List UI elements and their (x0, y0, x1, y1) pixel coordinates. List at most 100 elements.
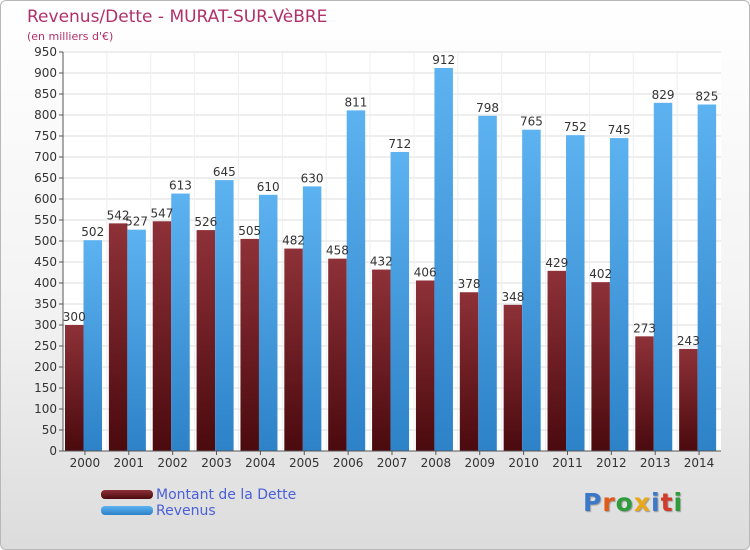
x-tick-label: 2001 (114, 456, 145, 470)
revenue-bar (83, 240, 102, 451)
x-tick-label: 2012 (596, 456, 627, 470)
y-tick-label: 850 (34, 87, 57, 101)
debt-value-label: 402 (589, 267, 612, 281)
x-tick-label: 2008 (421, 456, 452, 470)
debt-value-label: 406 (414, 265, 437, 279)
revenue-value-label: 610 (257, 180, 280, 194)
y-tick-label: 200 (34, 360, 57, 374)
legend-label-debt: Montant de la Dette (156, 487, 297, 503)
logo-letter: o (615, 488, 634, 517)
y-tick-label: 250 (34, 339, 57, 353)
x-tick-label: 2014 (684, 456, 715, 470)
debt-value-label: 505 (238, 224, 261, 238)
revenue-value-label: 825 (695, 90, 718, 104)
y-tick-label: 700 (34, 150, 57, 164)
debt-bar (415, 280, 435, 451)
revenue-bar (215, 180, 234, 451)
revenue-bar (478, 115, 497, 451)
x-tick-label: 2004 (245, 456, 276, 470)
debt-bar (65, 325, 84, 451)
y-tick-label: 650 (34, 171, 57, 185)
debt-bar (328, 258, 347, 451)
revenue-value-label: 613 (169, 179, 192, 193)
revenue-bar (609, 138, 629, 451)
revenue-bar (127, 229, 146, 451)
debt-value-label: 348 (501, 290, 524, 304)
revenue-bar (171, 193, 190, 452)
revenue-bar (390, 151, 410, 451)
revenue-value-label: 712 (388, 137, 411, 151)
y-tick-label: 50 (42, 423, 57, 437)
revenue-bar (302, 186, 322, 451)
revenue-bar (697, 104, 717, 451)
debt-value-label: 542 (107, 208, 130, 222)
debt-bar (503, 304, 523, 451)
revenue-value-label: 630 (301, 171, 324, 185)
debt-bar (372, 269, 391, 451)
x-tick-label: 2007 (377, 456, 408, 470)
y-tick-label: 450 (34, 255, 57, 269)
y-tick-label: 300 (34, 318, 57, 332)
y-tick-label: 950 (34, 45, 57, 59)
x-tick-label: 2005 (289, 456, 320, 470)
debt-bar (196, 230, 216, 451)
revenue-value-label: 527 (125, 215, 148, 229)
revenue-value-label: 752 (564, 120, 587, 134)
revenue-bar (566, 135, 585, 451)
revenue-bar (346, 110, 366, 451)
debt-bar (679, 348, 698, 451)
y-tick-label: 0 (49, 444, 57, 458)
x-tick-label: 2010 (508, 456, 539, 470)
revenue-value-label: 912 (432, 53, 455, 67)
debt-value-label: 482 (282, 234, 305, 248)
debt-value-label: 458 (326, 244, 349, 258)
y-tick-label: 500 (34, 234, 57, 248)
x-tick-label: 2002 (157, 456, 188, 470)
debt-value-label: 378 (458, 277, 481, 291)
x-tick-label: 2013 (640, 456, 671, 470)
y-tick-label: 600 (34, 192, 57, 206)
revenue-value-label: 798 (476, 101, 499, 115)
chart-subtitle: (en milliers d'€) (27, 30, 114, 43)
y-tick-label: 550 (34, 213, 57, 227)
proxiti-logo: Proxiti (583, 488, 683, 517)
chart-title: Revenus/Dette - MURAT-SUR-VèBRE (27, 7, 328, 27)
debt-value-label: 526 (194, 215, 217, 229)
revenue-bar (653, 102, 673, 451)
logo-letter: i (673, 488, 684, 517)
x-tick-label: 2009 (464, 456, 495, 470)
debt-value-label: 432 (370, 255, 393, 269)
debt-value-label: 547 (151, 206, 174, 220)
revenue-bar (522, 129, 541, 451)
y-tick-label: 800 (34, 108, 57, 122)
debt-bar (284, 248, 303, 451)
debt-bar (591, 282, 610, 451)
logo-letter: t (660, 488, 674, 517)
y-tick-label: 100 (34, 402, 57, 416)
debt-bar (108, 223, 128, 451)
debt-bar (152, 221, 172, 451)
debt-bar (635, 336, 654, 451)
y-tick-label: 400 (34, 276, 57, 290)
revenue-value-label: 645 (213, 165, 236, 179)
logo-letter: x (633, 488, 651, 517)
debt-value-label: 273 (633, 321, 656, 335)
revenue-bar (258, 194, 278, 452)
x-tick-label: 2011 (552, 456, 583, 470)
y-tick-label: 900 (34, 66, 57, 80)
debt-value-label: 243 (677, 334, 700, 348)
logo-letter: P (583, 488, 603, 517)
y-tick-label: 750 (34, 129, 57, 143)
logo-letter: r (602, 488, 616, 517)
x-tick-label: 2003 (201, 456, 232, 470)
revenue-value-label: 829 (652, 88, 675, 102)
logo-letter: i (651, 488, 661, 517)
debt-bar (459, 292, 479, 451)
legend-swatch-revenue (101, 506, 153, 515)
x-tick-label: 2000 (70, 456, 101, 470)
debt-bar (547, 270, 567, 451)
debt-value-label: 300 (63, 310, 86, 324)
revenue-value-label: 765 (520, 115, 543, 129)
